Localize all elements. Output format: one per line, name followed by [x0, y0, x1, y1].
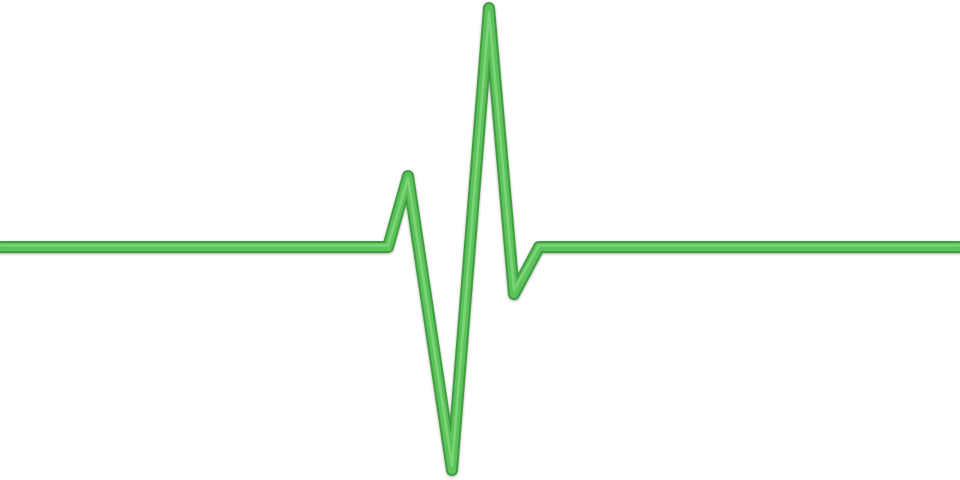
pulse-line-main [0, 4, 960, 474]
pulse-line-highlight [0, 10, 960, 468]
